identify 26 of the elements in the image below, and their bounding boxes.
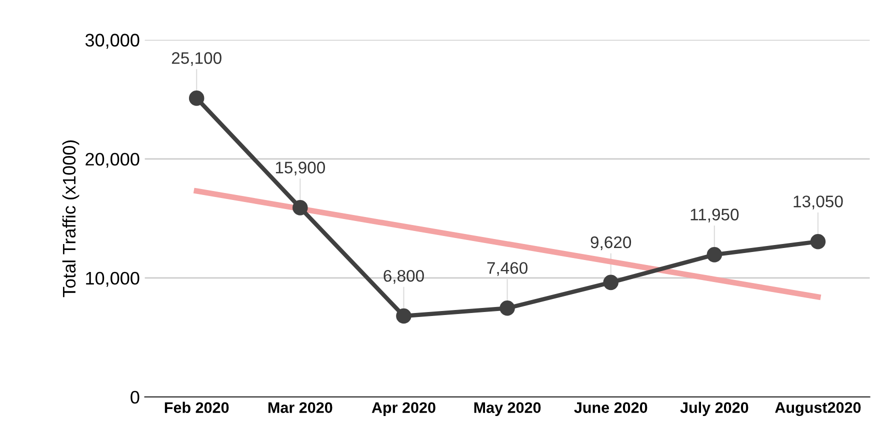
data-label: 13,050 (794, 196, 843, 210)
y-axis-title: Total Traffic (x1000) (62, 140, 80, 298)
x-tick-label: Feb 2020 (164, 402, 229, 414)
x-tick-label: August2020 (775, 402, 861, 416)
data-label: 9,620 (590, 236, 632, 250)
point (500, 300, 515, 316)
data-label: 7,460 (487, 262, 528, 276)
y-tick-label: 20,000 (86, 152, 140, 168)
point (706, 247, 722, 262)
data-label: 25,100 (172, 52, 222, 66)
x-tick-label: June 2020 (574, 402, 648, 414)
point (292, 200, 308, 216)
data-label: 11,950 (690, 208, 739, 222)
x-tick-label: Mar 2020 (268, 402, 332, 414)
point (810, 234, 826, 250)
data-label: 6,800 (384, 270, 424, 284)
x-tick-label: Apr 2020 (372, 402, 436, 416)
point (603, 274, 618, 290)
y-tick-label: 30,000 (85, 34, 140, 49)
point (396, 308, 412, 324)
y-tick-label: 10,000 (86, 272, 140, 287)
y-tick-label: 0 (130, 390, 140, 404)
x-tick-label: July 2020 (680, 402, 748, 416)
point (188, 90, 204, 106)
x-tick-label: May 2020 (474, 402, 541, 416)
data-label: 15,900 (276, 162, 325, 176)
